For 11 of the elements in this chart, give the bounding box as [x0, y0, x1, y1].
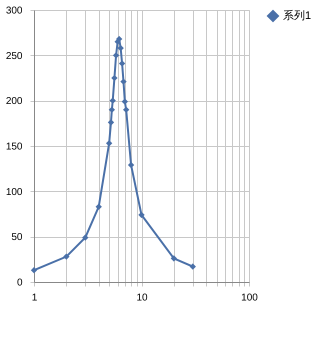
y-tick-label: 150 — [6, 142, 23, 152]
y-tick-label: 300 — [6, 6, 23, 16]
y-tick-label: 0 — [16, 278, 23, 288]
x-tick-label: 1 — [32, 292, 38, 304]
y-tick-label: 100 — [6, 186, 23, 198]
x-tick-label: 10 — [136, 292, 148, 304]
y-tick-label: 200 — [6, 96, 23, 108]
x-tick-label: 100 — [241, 292, 258, 304]
legend-label: 系列1 — [283, 9, 312, 22]
y-tick-label: 50 — [11, 232, 23, 244]
y-tick-label: 250 — [6, 50, 23, 62]
